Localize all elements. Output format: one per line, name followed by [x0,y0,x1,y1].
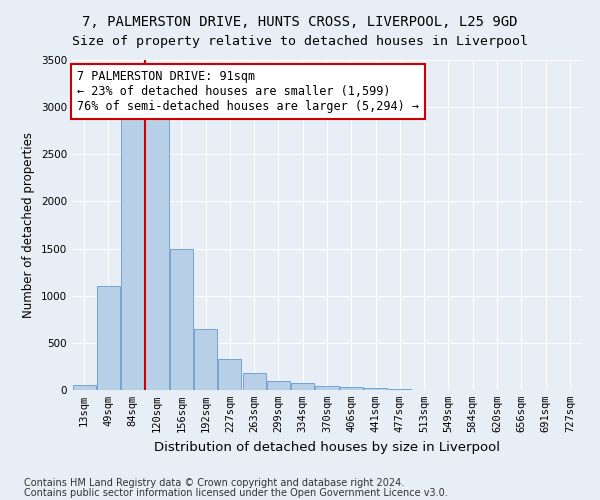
Bar [73,386,95,390]
Text: Size of property relative to detached houses in Liverpool: Size of property relative to detached ho… [72,35,528,48]
Bar [291,384,314,390]
Text: Contains HM Land Registry data © Crown copyright and database right 2024.: Contains HM Land Registry data © Crown c… [24,478,404,488]
Bar [170,248,193,390]
Y-axis label: Number of detached properties: Number of detached properties [22,132,35,318]
Text: 7, PALMERSTON DRIVE, HUNTS CROSS, LIVERPOOL, L25 9GD: 7, PALMERSTON DRIVE, HUNTS CROSS, LIVERP… [82,15,518,29]
Bar [218,359,241,390]
Bar [121,84,144,390]
Text: Contains public sector information licensed under the Open Government Licence v3: Contains public sector information licen… [24,488,448,498]
Bar [242,372,266,390]
Text: 7 PALMERSTON DRIVE: 91sqm
← 23% of detached houses are smaller (1,599)
76% of se: 7 PALMERSTON DRIVE: 91sqm ← 23% of detac… [77,70,419,113]
Bar [340,387,363,390]
Bar [194,328,217,390]
Bar [316,386,338,390]
Bar [388,389,412,390]
Bar [267,380,290,390]
X-axis label: Distribution of detached houses by size in Liverpool: Distribution of detached houses by size … [154,440,500,454]
Bar [97,286,120,390]
Bar [364,388,387,390]
Bar [145,88,169,390]
